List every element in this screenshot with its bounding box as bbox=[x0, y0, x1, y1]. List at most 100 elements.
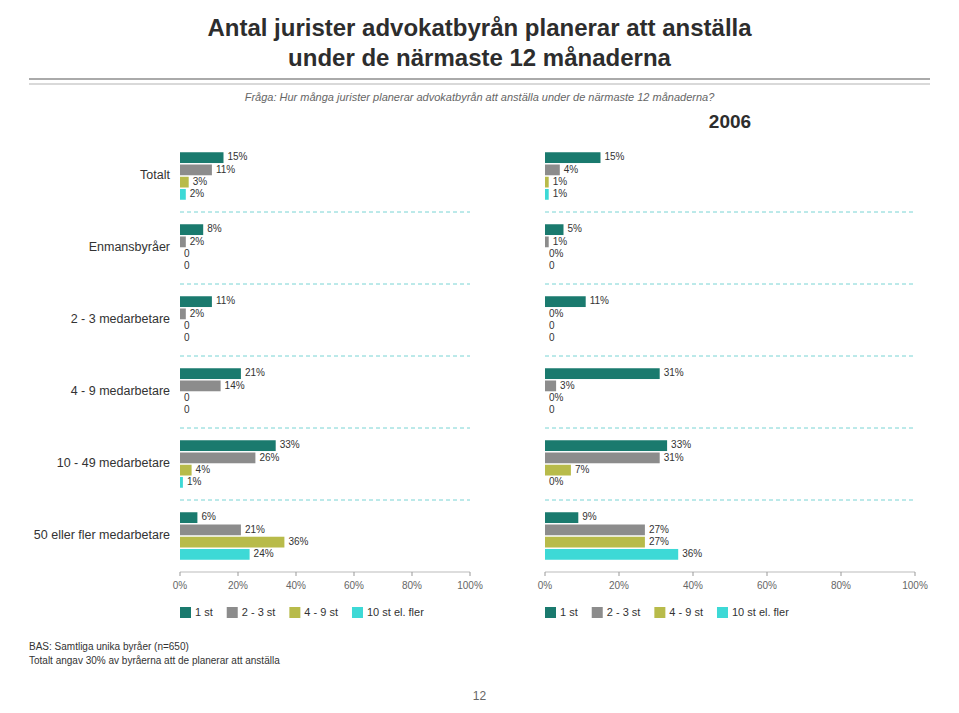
bar bbox=[180, 405, 181, 416]
data-label: 0 bbox=[184, 332, 190, 343]
bar bbox=[545, 236, 549, 247]
legend-label: 2 - 3 st bbox=[607, 606, 641, 618]
x-tick bbox=[470, 572, 471, 576]
group-separator bbox=[545, 500, 915, 501]
x-tick-label: 60% bbox=[344, 580, 364, 591]
data-label: 0 bbox=[184, 392, 190, 403]
bar bbox=[545, 380, 556, 391]
bar bbox=[545, 321, 546, 332]
bar bbox=[180, 512, 197, 523]
data-label: 8% bbox=[207, 223, 222, 234]
bar bbox=[180, 152, 224, 163]
bar bbox=[545, 164, 560, 175]
data-label: 0 bbox=[549, 320, 555, 331]
data-label: 21% bbox=[245, 367, 265, 378]
group-separator bbox=[545, 212, 915, 213]
data-label: 4% bbox=[564, 164, 579, 175]
bars bbox=[545, 152, 678, 559]
data-label: 0% bbox=[549, 248, 564, 259]
panel: TotaltEnmansbyråer2 - 3 medarbetare4 - 9… bbox=[34, 151, 483, 618]
data-label: 31% bbox=[664, 452, 684, 463]
legend-label: 10 st el. fler bbox=[367, 606, 424, 618]
x-tick-label: 80% bbox=[831, 580, 851, 591]
data-label: 0 bbox=[184, 260, 190, 271]
legend-label: 2 - 3 st bbox=[242, 606, 276, 618]
data-label: 4% bbox=[196, 464, 211, 475]
data-label: 1% bbox=[187, 476, 202, 487]
bar bbox=[545, 477, 546, 488]
x-tick bbox=[238, 572, 239, 576]
data-label: 27% bbox=[649, 524, 669, 535]
data-label: 15% bbox=[605, 151, 625, 162]
bar bbox=[180, 224, 203, 235]
x-axis bbox=[545, 572, 915, 573]
bar bbox=[180, 249, 181, 260]
bar bbox=[545, 368, 660, 379]
x-tick-label: 20% bbox=[228, 580, 248, 591]
bar bbox=[180, 177, 189, 188]
bar bbox=[180, 236, 186, 247]
x-tick bbox=[180, 572, 181, 576]
group-separator bbox=[545, 356, 915, 357]
data-label: 3% bbox=[193, 176, 208, 187]
bar bbox=[180, 393, 181, 404]
x-tick-label: 100% bbox=[902, 580, 928, 591]
title: Antal jurister advokatbyrån planerar att… bbox=[207, 14, 752, 41]
x-tick-label: 80% bbox=[402, 580, 422, 591]
group-separator bbox=[545, 284, 915, 285]
legend-label: 4 - 9 st bbox=[669, 606, 703, 618]
bar bbox=[180, 333, 181, 344]
x-tick bbox=[354, 572, 355, 576]
data-label: 0 bbox=[184, 404, 190, 415]
bar bbox=[545, 224, 564, 235]
bar bbox=[545, 405, 546, 416]
bar bbox=[180, 537, 284, 548]
data-label: 9% bbox=[582, 511, 597, 522]
data-label: 26% bbox=[259, 452, 279, 463]
data-label: 0 bbox=[184, 320, 190, 331]
data-label: 11% bbox=[216, 164, 235, 175]
bar bbox=[545, 333, 546, 344]
chart-root: Antal jurister advokatbyrån planerar att… bbox=[0, 0, 959, 713]
group-separator bbox=[545, 428, 915, 429]
x-tick-label: 40% bbox=[683, 580, 703, 591]
data-label: 2% bbox=[190, 236, 205, 247]
x-tick bbox=[619, 572, 620, 576]
bar bbox=[545, 524, 645, 535]
group-separator bbox=[180, 356, 470, 357]
data-label: 36% bbox=[288, 536, 308, 547]
bar bbox=[180, 440, 276, 451]
legend-swatch bbox=[592, 607, 603, 618]
bar bbox=[180, 261, 181, 272]
x-tick-label: 0% bbox=[538, 580, 553, 591]
data-label: 0 bbox=[549, 260, 555, 271]
data-label: 36% bbox=[682, 548, 702, 559]
x-tick-label: 0% bbox=[173, 580, 188, 591]
bar bbox=[545, 249, 546, 260]
legend-swatch bbox=[289, 607, 300, 618]
panel-title: 2006 bbox=[709, 111, 751, 132]
data-label: 3% bbox=[560, 380, 575, 391]
x-tick bbox=[841, 572, 842, 576]
data-label: 24% bbox=[254, 548, 274, 559]
group-separator bbox=[180, 428, 470, 429]
data-label: 1% bbox=[553, 176, 568, 187]
x-tick-label: 100% bbox=[457, 580, 483, 591]
legend-swatch bbox=[352, 607, 363, 618]
bars bbox=[180, 152, 284, 559]
legend-swatch bbox=[545, 607, 556, 618]
legend-swatch bbox=[654, 607, 665, 618]
data-label: 0% bbox=[549, 392, 564, 403]
data-label: 6% bbox=[201, 511, 216, 522]
x-tick bbox=[412, 572, 413, 576]
title: under de närmaste 12 månaderna bbox=[288, 44, 671, 71]
data-label: 0 bbox=[549, 332, 555, 343]
data-label: 1% bbox=[553, 188, 568, 199]
x-tick-label: 20% bbox=[609, 580, 629, 591]
bar bbox=[180, 164, 212, 175]
footer-note: BAS: Samtliga unika byråer (n=650) bbox=[29, 641, 189, 652]
legend-swatch bbox=[180, 607, 191, 618]
data-label: 15% bbox=[228, 151, 248, 162]
data-label: 2% bbox=[190, 308, 205, 319]
bar bbox=[545, 452, 660, 463]
